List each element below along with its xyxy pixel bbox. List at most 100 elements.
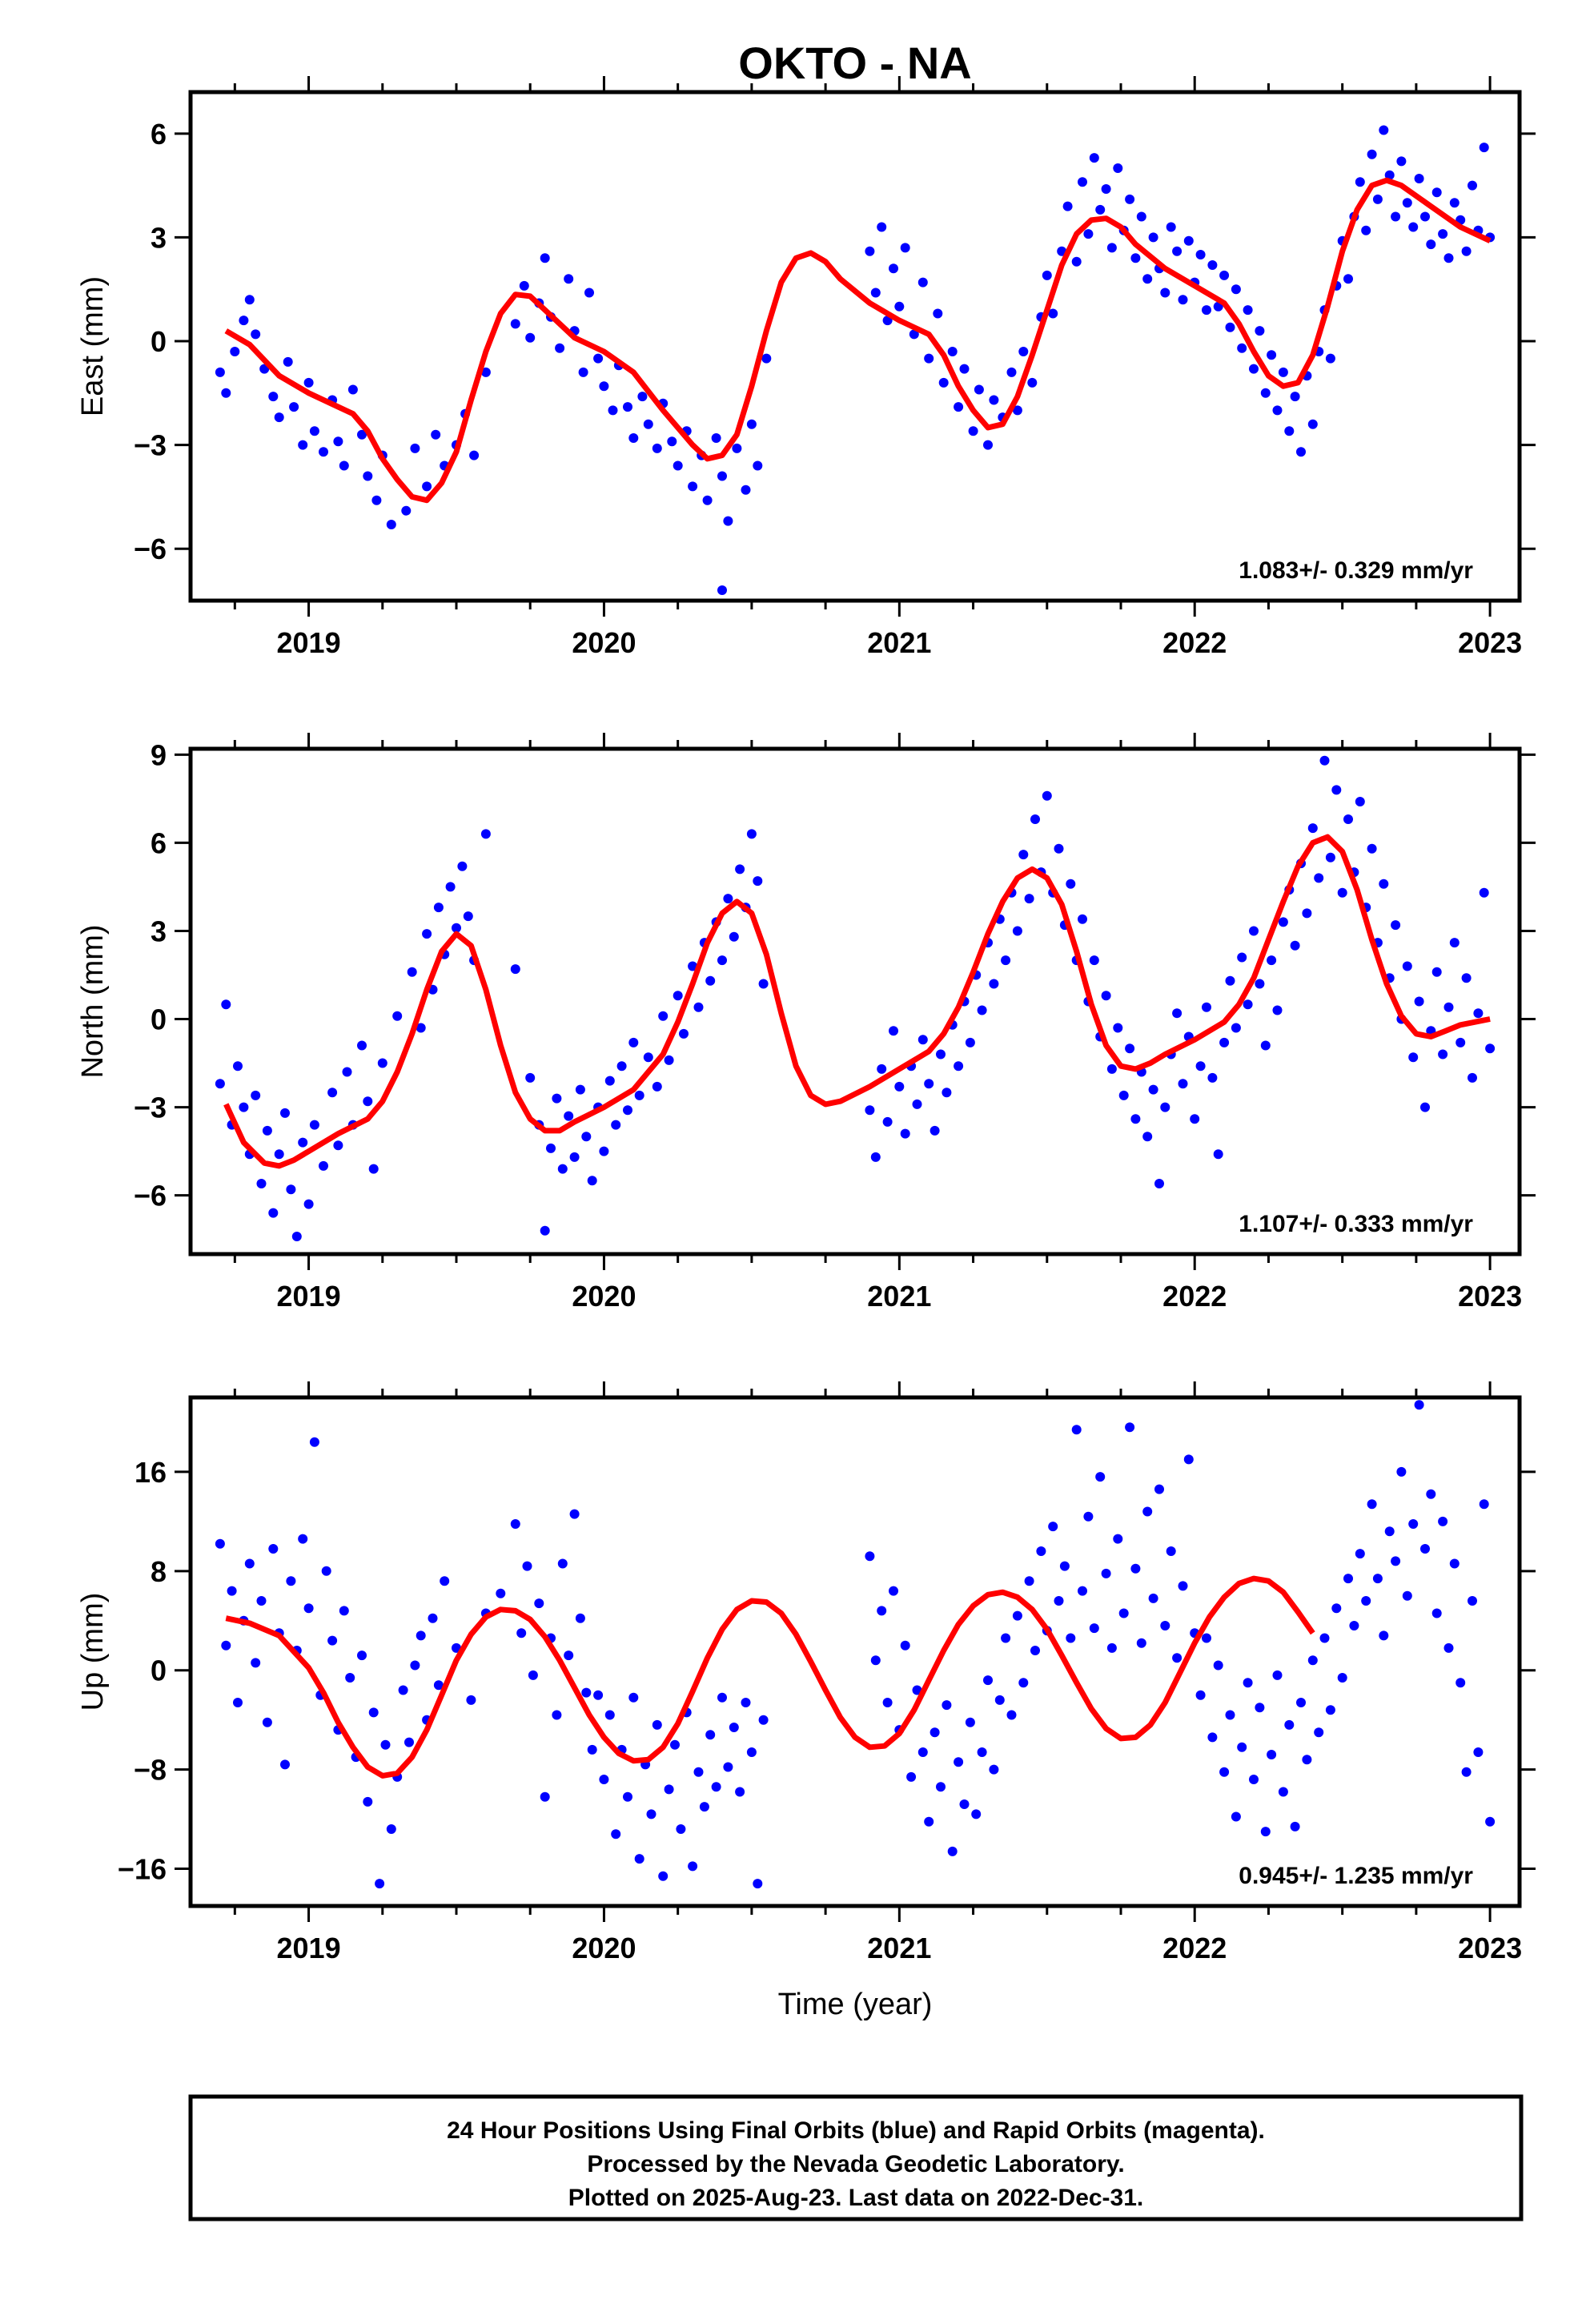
north-point-71 <box>723 894 733 904</box>
east-ytick-label-2: 0 <box>151 325 167 358</box>
up-point-181 <box>1426 1489 1436 1499</box>
east-point-129 <box>1255 326 1265 336</box>
east-point-89 <box>1006 367 1017 377</box>
up-point-78 <box>717 1692 727 1703</box>
up-point-29 <box>386 1824 396 1834</box>
north-point-157 <box>1331 785 1342 795</box>
up-point-32 <box>404 1737 414 1747</box>
east-point-32 <box>480 367 491 377</box>
up-point-56 <box>587 1744 597 1755</box>
east-point-48 <box>623 402 632 412</box>
up-point-68 <box>658 1871 669 1881</box>
east-point-159 <box>1431 187 1442 198</box>
north-point-60 <box>652 1081 662 1092</box>
up-point-64 <box>634 1854 644 1864</box>
up-point-188 <box>1468 1596 1477 1606</box>
north-point-75 <box>746 829 757 839</box>
north-point-15 <box>303 1199 314 1209</box>
east-point-24 <box>401 505 412 516</box>
north-point-95 <box>965 1037 975 1047</box>
north-ytick-label-5: 9 <box>151 738 167 771</box>
north-point-174 <box>1431 967 1442 977</box>
up-point-107 <box>989 1764 999 1775</box>
east-point-75 <box>900 243 910 253</box>
up-point-182 <box>1431 1608 1442 1618</box>
up-point-47 <box>534 1598 544 1609</box>
north-point-172 <box>1420 1102 1430 1112</box>
footer-box: 24 Hour Positions Using Final Orbits (bl… <box>188 2094 1524 2221</box>
north-point-181 <box>1473 1008 1484 1019</box>
east-point-128 <box>1249 364 1259 374</box>
east-point-146 <box>1355 177 1365 187</box>
north-point-122 <box>1125 1043 1135 1054</box>
east-point-57 <box>688 481 698 492</box>
up-point-79 <box>723 1762 733 1772</box>
east-point-12 <box>303 377 314 388</box>
east-point-54 <box>667 436 677 447</box>
north-point-130 <box>1172 1008 1182 1019</box>
up-point-190 <box>1479 1499 1489 1510</box>
north-point-159 <box>1343 814 1353 824</box>
north-point-79 <box>870 1152 881 1162</box>
north-point-38 <box>480 829 491 839</box>
east-point-164 <box>1461 246 1472 256</box>
north-point-3 <box>233 1061 243 1072</box>
east-xtick-label-0: 2019 <box>277 626 341 659</box>
north-point-170 <box>1408 1052 1419 1063</box>
east-point-97 <box>1062 201 1073 211</box>
east-point-125 <box>1231 284 1241 295</box>
north-point-156 <box>1325 852 1335 862</box>
up-point-76 <box>705 1730 716 1740</box>
east-point-43 <box>584 287 594 298</box>
north-point-120 <box>1113 1023 1123 1033</box>
east-point-27 <box>431 429 441 440</box>
north-point-12 <box>286 1184 296 1195</box>
north-point-176 <box>1443 1002 1454 1012</box>
north-point-56 <box>623 1105 632 1116</box>
up-point-36 <box>428 1613 438 1623</box>
up-point-18 <box>321 1566 331 1576</box>
up-point-137 <box>1166 1546 1176 1556</box>
up-point-2 <box>227 1586 237 1596</box>
up-point-173 <box>1379 1630 1389 1641</box>
east-point-154 <box>1402 198 1412 208</box>
north-point-4 <box>239 1102 249 1112</box>
up-point-114 <box>1030 1646 1040 1655</box>
up-point-154 <box>1267 1750 1277 1759</box>
east-point-64 <box>741 485 751 495</box>
up-point-125 <box>1095 1472 1106 1482</box>
east-xtick-label-3: 2022 <box>1162 626 1227 659</box>
north-point-86 <box>912 1099 922 1109</box>
east-point-68 <box>717 585 727 595</box>
north-point-6 <box>251 1090 261 1100</box>
east-point-86 <box>983 440 993 450</box>
up-point-92 <box>900 1640 910 1651</box>
east-point-50 <box>637 392 648 402</box>
north-point-63 <box>673 991 683 1001</box>
up-y-axis-label: Up (mm) <box>76 1593 110 1711</box>
east-point-49 <box>628 433 639 443</box>
east-point-127 <box>1243 305 1253 316</box>
panel-north: 2019 2020 2021 2022 2023 −6 −3 0 3 6 9 North (mm) 1.… <box>76 733 1536 1313</box>
up-point-43 <box>510 1519 520 1529</box>
east-point-71 <box>877 222 887 232</box>
up-point-184 <box>1443 1642 1454 1653</box>
north-point-177 <box>1449 938 1460 948</box>
up-point-58 <box>599 1775 609 1784</box>
east-point-65 <box>746 419 757 429</box>
north-ytick-label-1: −3 <box>134 1092 167 1124</box>
east-point-3 <box>239 316 249 326</box>
up-point-115 <box>1036 1546 1046 1556</box>
east-point-101 <box>1089 153 1099 163</box>
up-point-53 <box>569 1509 580 1519</box>
north-point-49 <box>581 1132 592 1142</box>
up-point-80 <box>729 1723 739 1732</box>
north-point-169 <box>1402 961 1412 971</box>
up-point-161 <box>1307 1655 1318 1666</box>
up-point-9 <box>268 1544 279 1554</box>
up-point-180 <box>1420 1544 1430 1554</box>
north-point-137 <box>1213 1149 1223 1160</box>
east-point-55 <box>673 460 683 471</box>
north-point-131 <box>1178 1079 1188 1089</box>
north-point-1 <box>221 999 231 1010</box>
